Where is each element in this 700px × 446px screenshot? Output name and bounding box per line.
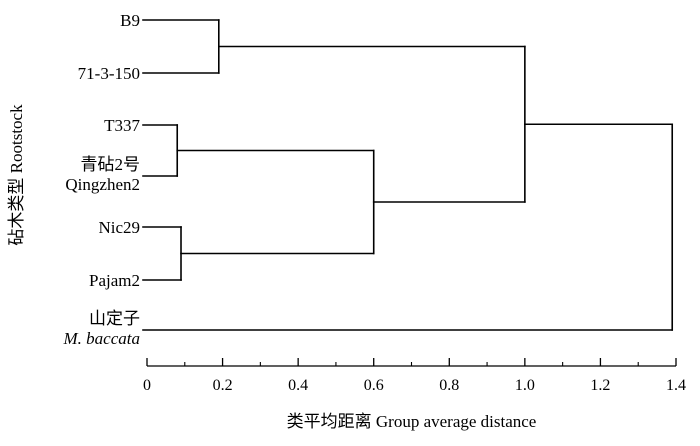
- x-tick-label: 0.2: [213, 377, 233, 394]
- leaf-label-m-baccata-line1: 山定子: [89, 309, 140, 328]
- leaf-label-m-baccata-line2: M. baccata: [63, 329, 140, 348]
- x-tick-label: 0.4: [288, 377, 308, 394]
- x-tick-label: 1.0: [515, 377, 535, 394]
- leaf-label-pajam2: Pajam2: [89, 271, 140, 290]
- y-axis-title: 砧木类型 Rootstock: [7, 104, 26, 246]
- x-tick-label: 0: [143, 377, 151, 394]
- leaf-label-qingzhen2-line2: Qingzhen2: [65, 175, 140, 194]
- x-tick-label: 0.8: [439, 377, 459, 394]
- x-axis-title: 类平均距离 Group average distance: [287, 412, 537, 431]
- dendrogram-branches: [142, 19, 674, 331]
- leaf-label-71-3-150: 71-3-150: [78, 64, 140, 83]
- leaf-label-b9: B9: [120, 11, 140, 30]
- leaf-label-t337: T337: [104, 116, 140, 135]
- x-axis: 0 0.2 0.4 0.6 0.8 1.0 1.2 1.4: [143, 358, 686, 394]
- leaf-label-nic29: Nic29: [98, 218, 140, 237]
- x-tick-label: 1.4: [666, 377, 686, 394]
- x-tick-label: 0.6: [364, 377, 384, 394]
- x-axis-ticks: 0 0.2 0.4 0.6 0.8 1.0 1.2 1.4: [143, 358, 686, 394]
- x-tick-label: 1.2: [590, 377, 610, 394]
- leaf-label-qingzhen2-line1: 青砧2号: [81, 155, 141, 174]
